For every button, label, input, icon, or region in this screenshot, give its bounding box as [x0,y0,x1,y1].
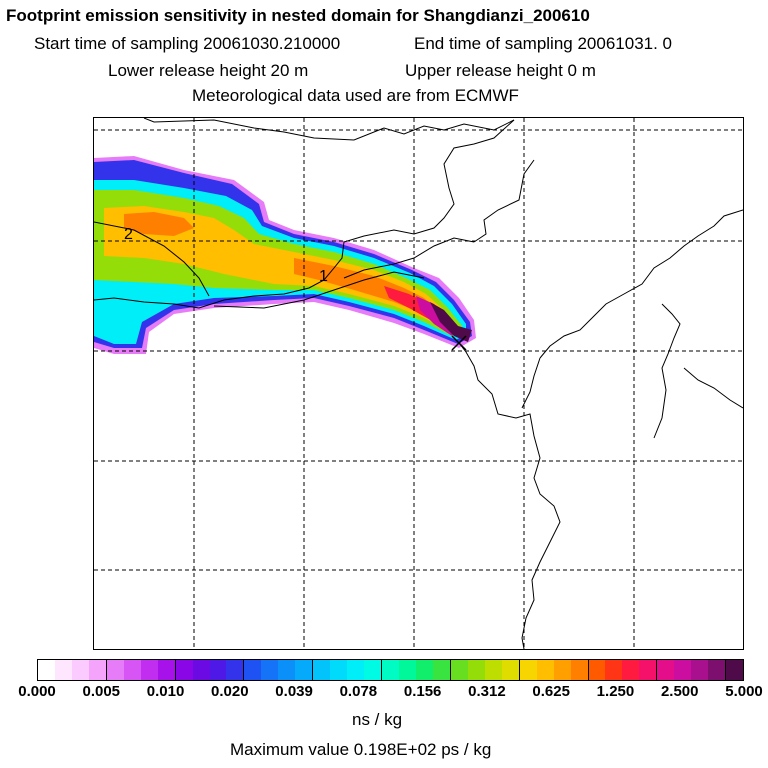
colorbar-swatch [382,660,400,680]
maximum-value-note: Maximum value 0.198E+02 ps / kg [230,740,492,759]
met-data-source: Meteorological data used are from ECMWF [192,86,519,105]
lower-release-height: Lower release height 20 m [108,61,309,80]
colorbar-swatch [295,660,314,680]
colorbar-tick-label: 2.500 [660,683,699,700]
colorbar-swatch [123,660,141,680]
colorbar-swatch [519,660,537,680]
colorbar-swatch [691,660,709,680]
colorbar-swatch [726,660,744,680]
contour-lines [94,221,425,309]
colorbar-swatch [364,660,383,680]
colorbar-swatch [570,660,589,680]
footprint-map: 2 1 [94,118,743,649]
colorbar-tick-label: 0.020 [211,683,249,700]
colorbar-swatch [639,660,658,680]
colorbar-swatch [140,660,158,680]
colorbar-unit: ns / kg [352,710,403,729]
colorbar-swatch [106,660,124,680]
colorbar-tick-label: 0.039 [275,683,313,700]
map-gridlines [94,118,743,649]
colorbar-swatch [605,660,623,680]
colorbar-swatch [88,660,107,680]
colorbar-swatch [261,660,279,680]
contour-label-1: 1 [319,268,328,285]
receptor-marker-icon [451,335,467,351]
colorbar-tick-label: 1.250 [596,683,635,700]
colorbar-swatch [192,660,210,680]
plume-band-orange [124,212,449,326]
colorbar-tick-label: 0.005 [82,683,121,700]
sampling-start: Start time of sampling 20061030.210000 [34,34,341,53]
colorbar-swatch [38,660,55,680]
colorbar-tick-label: 0.010 [146,683,185,700]
colorbar-swatch [347,660,365,680]
colorbar-tick-label: 0.078 [339,683,378,700]
colorbar-tick-label: 5.000 [725,683,763,700]
colorbar-swatch [157,660,176,680]
colorbar-swatch [415,660,433,680]
colorbar-swatch [313,660,331,680]
colorbar-tick-label: 0.156 [403,683,442,700]
plume-band-max [430,302,472,342]
colorbar-swatch [450,660,468,680]
colorbar-swatch [399,660,416,680]
colorbar-swatch [330,660,348,680]
colorbar-swatch [501,660,520,680]
map-title: Footprint emission sensitivity in nested… [6,6,590,25]
colorbar-tick-label: 0.000 [18,683,56,700]
colorbar-swatch [244,660,262,680]
colorbar-swatch [432,660,451,680]
colorbar-tick-label: 0.625 [532,683,570,700]
colorbar-swatch [71,660,89,680]
colorbar-swatch [708,660,727,680]
upper-release-height: Upper release height 0 m [405,61,596,80]
colorbar-swatch [622,660,640,680]
colorbar-swatch [226,660,245,680]
colorbar [37,659,744,681]
plume-band-yellow [104,206,456,332]
contour-label-2: 2 [124,226,133,243]
colorbar-swatch [553,660,571,680]
sampling-end: End time of sampling 20061031. 0 [414,34,673,53]
colorbar-swatch [278,660,296,680]
colorbar-swatch [54,660,72,680]
colorbar-swatch [209,660,227,680]
colorbar-swatch [484,660,502,680]
footprint-plume [94,156,476,354]
coastlines [94,118,743,649]
colorbar-swatch [175,660,193,680]
colorbar-swatch [536,660,554,680]
colorbar-swatch [588,660,606,680]
colorbar-swatch [467,660,485,680]
colorbar-swatch [674,660,692,680]
colorbar-tick-label: 0.312 [468,683,506,700]
colorbar-swatch [657,660,675,680]
map-panel: 2 1 [93,117,744,650]
